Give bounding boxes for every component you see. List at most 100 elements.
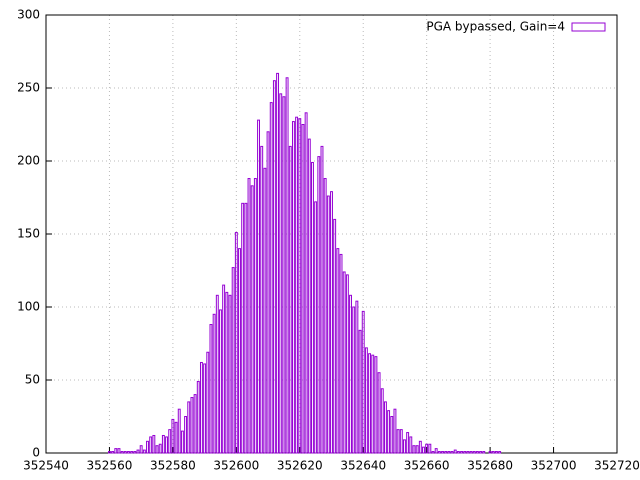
x-tick-label: 352680 xyxy=(467,459,513,473)
bar xyxy=(136,449,140,454)
bar xyxy=(168,429,172,454)
bar xyxy=(301,124,305,454)
bar xyxy=(282,96,286,454)
bar xyxy=(380,388,384,454)
bar xyxy=(161,434,165,454)
bar xyxy=(222,284,226,454)
bar xyxy=(469,451,473,454)
bar xyxy=(231,267,235,454)
bar xyxy=(336,248,340,454)
bar xyxy=(460,451,464,454)
bar xyxy=(171,418,175,454)
bar xyxy=(403,439,406,454)
bar xyxy=(428,443,432,454)
bar xyxy=(488,451,492,454)
bar xyxy=(142,449,146,454)
bar xyxy=(177,408,181,454)
y-tick-label: 150 xyxy=(17,227,40,241)
bar xyxy=(441,451,444,454)
bar xyxy=(330,191,333,454)
bar xyxy=(234,232,238,454)
plot-frame xyxy=(45,14,618,454)
bar xyxy=(453,449,457,454)
bar xyxy=(158,443,162,454)
bar xyxy=(364,347,368,454)
bar xyxy=(193,394,197,454)
bar xyxy=(415,445,419,454)
x-tick-label: 352720 xyxy=(594,459,640,473)
y-tick-label: 100 xyxy=(17,300,40,314)
bar xyxy=(111,451,115,454)
bar xyxy=(107,451,111,454)
bar xyxy=(393,408,397,454)
bar xyxy=(406,432,410,454)
bar xyxy=(244,202,248,454)
bar xyxy=(383,401,387,454)
bar xyxy=(288,145,292,454)
x-tick-label: 352580 xyxy=(150,459,196,473)
bar xyxy=(298,118,302,454)
bar xyxy=(437,451,441,454)
bar xyxy=(333,218,337,454)
bar xyxy=(180,430,184,454)
y-tick-label: 250 xyxy=(17,81,40,95)
bar xyxy=(114,448,118,454)
bar xyxy=(199,361,203,454)
bar xyxy=(358,329,362,454)
bar xyxy=(447,451,451,454)
bar xyxy=(247,178,251,454)
bar xyxy=(431,451,435,454)
bar xyxy=(253,178,257,454)
x-tick-label: 352540 xyxy=(23,459,69,473)
bar xyxy=(219,309,222,454)
bar xyxy=(479,451,483,454)
bar xyxy=(377,372,381,454)
bar xyxy=(307,138,311,454)
x-tick-label: 352620 xyxy=(277,459,323,473)
bar xyxy=(482,451,486,454)
bar xyxy=(317,156,321,454)
bar xyxy=(339,253,343,454)
bar xyxy=(434,448,438,454)
bar xyxy=(149,436,153,454)
bar xyxy=(190,397,194,454)
bar xyxy=(390,416,394,454)
bar xyxy=(241,202,245,454)
y-tick-label: 300 xyxy=(17,8,40,22)
bar xyxy=(498,451,502,454)
bar xyxy=(203,363,207,454)
bar xyxy=(206,351,210,454)
legend-swatch xyxy=(571,22,606,32)
y-tick-label: 0 xyxy=(32,446,40,460)
bar xyxy=(285,77,289,454)
bar xyxy=(165,436,168,454)
bar xyxy=(463,451,467,454)
bar xyxy=(387,410,391,454)
bar xyxy=(345,274,349,454)
bar xyxy=(184,416,188,454)
bar xyxy=(349,294,352,454)
bar xyxy=(225,291,229,454)
x-tick-label: 352640 xyxy=(340,459,386,473)
bar xyxy=(466,451,470,454)
bar xyxy=(146,440,149,454)
bar xyxy=(120,451,124,454)
bar xyxy=(123,451,127,454)
bar xyxy=(399,429,403,454)
bar xyxy=(304,112,308,454)
bar xyxy=(456,451,460,454)
legend-label: PGA bypassed, Gain=4 xyxy=(426,20,565,34)
bar xyxy=(133,451,137,454)
bar xyxy=(418,440,422,454)
bar xyxy=(117,448,121,454)
bar xyxy=(472,451,476,454)
bar xyxy=(269,102,273,454)
bar xyxy=(238,248,241,454)
bar xyxy=(295,116,299,454)
bar xyxy=(250,185,254,454)
x-tick-label: 352600 xyxy=(213,459,259,473)
bar xyxy=(276,72,280,454)
bar xyxy=(291,121,295,454)
bar xyxy=(374,356,378,454)
bar xyxy=(272,80,276,454)
